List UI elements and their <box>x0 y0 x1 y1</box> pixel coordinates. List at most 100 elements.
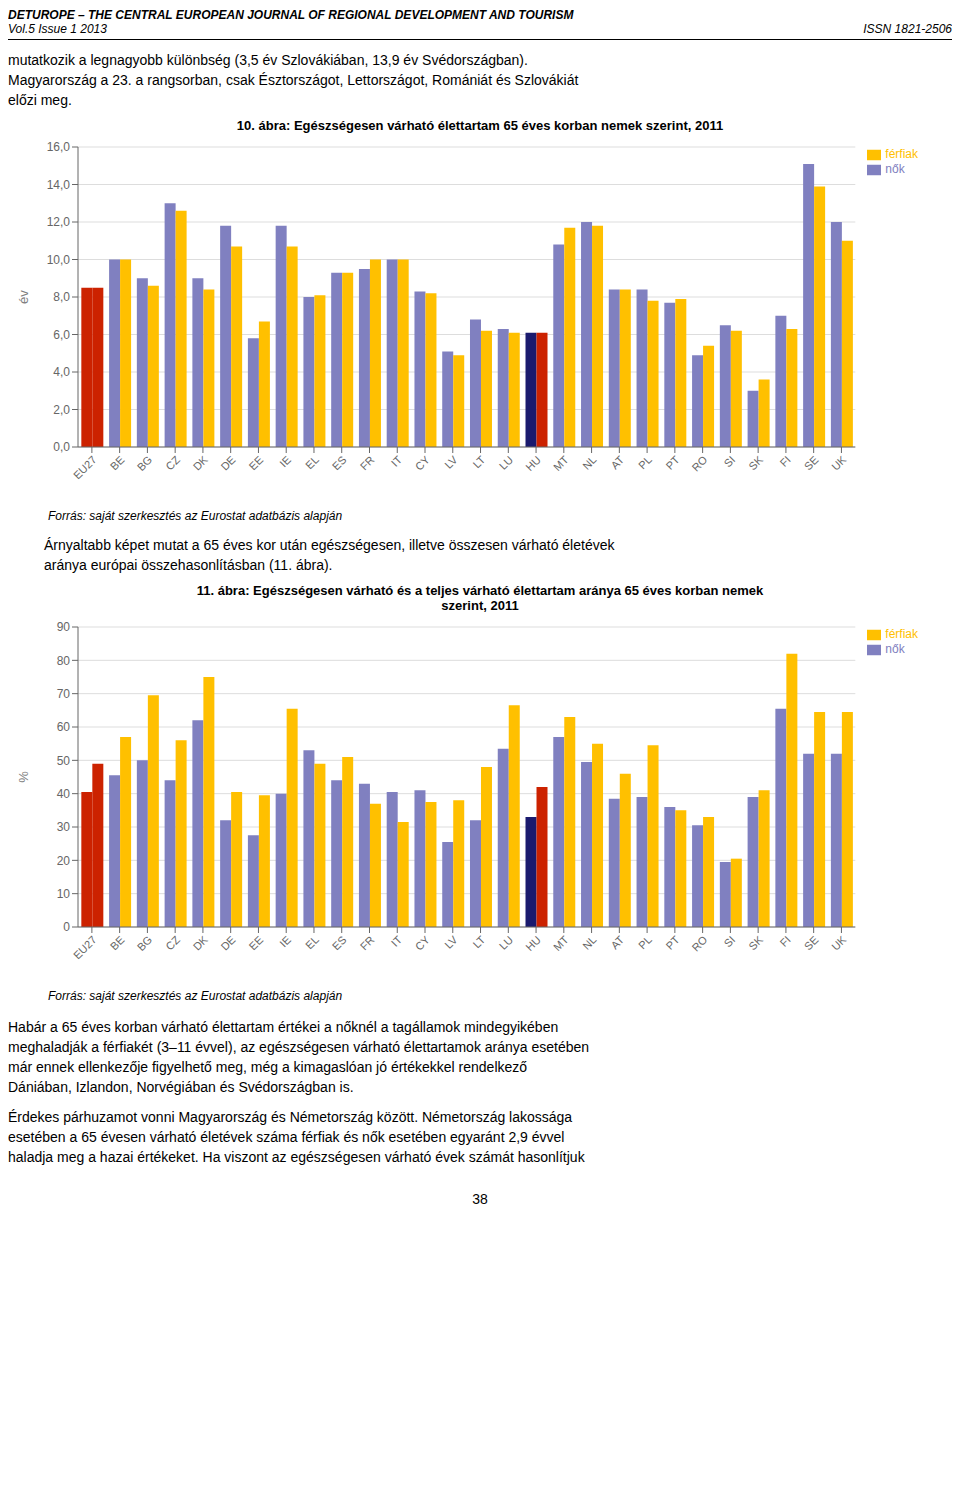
svg-text:PT: PT <box>663 453 682 472</box>
html-text:38: 38 <box>472 1191 488 1207</box>
svg-text:%: % <box>16 771 31 783</box>
svg-text:ES: ES <box>330 933 349 952</box>
svg-text:CZ: CZ <box>163 933 182 952</box>
html-text:férfiak: férfiak <box>885 147 918 161</box>
html-text:10. ábra: Egészségesen várható: 10. ábra: Egészségesen várható élettarta… <box>236 118 724 133</box>
svg-text:ES: ES <box>330 453 349 472</box>
svg-text:EL: EL <box>303 453 321 471</box>
svg-text:LV: LV <box>442 453 460 471</box>
svg-text:LT: LT <box>470 453 487 470</box>
svg-text:BE: BE <box>108 453 127 472</box>
svg-text:CY: CY <box>413 453 433 473</box>
html-text:Érdekes párhuzamot vonni Magya: Érdekes párhuzamot vonni Magyarország és… <box>8 1109 573 1125</box>
svg-text:CZ: CZ <box>163 453 182 472</box>
svg-text:HU: HU <box>523 933 543 953</box>
svg-text:RO: RO <box>689 453 709 473</box>
svg-text:IE: IE <box>277 453 293 469</box>
svg-text:PT: PT <box>663 933 682 952</box>
svg-text:40: 40 <box>57 787 71 801</box>
svg-text:SE: SE <box>802 453 821 472</box>
html-text:ISSN 1821-2506: ISSN 1821-2506 <box>863 22 952 36</box>
html-text:nők: nők <box>885 161 905 176</box>
html-text:aránya európai összehasonlítás: aránya európai összehasonlításban (11. á… <box>44 557 333 573</box>
html-text:Forrás: saját szerkesztés az E: Forrás: saját szerkesztés az Eurostat ad… <box>48 509 343 523</box>
html-text:haladja meg a hazai értékeket.: haladja meg a hazai értékeket. Ha viszon… <box>8 1149 585 1165</box>
html-text:meghaladják a férfiakét (3–11: meghaladják a férfiakét (3–11 évvel), az… <box>8 1039 590 1055</box>
svg-text:NL: NL <box>580 453 598 471</box>
svg-text:LU: LU <box>497 933 515 951</box>
svg-text:2,0: 2,0 <box>53 403 70 417</box>
svg-text:0: 0 <box>63 920 70 934</box>
svg-text:UK: UK <box>829 933 849 953</box>
svg-text:RO: RO <box>689 933 709 953</box>
svg-text:0,0: 0,0 <box>53 440 70 454</box>
svg-text:IT: IT <box>389 933 405 949</box>
svg-text:12,0: 12,0 <box>47 215 71 229</box>
svg-text:4,0: 4,0 <box>53 365 70 379</box>
svg-text:90: 90 <box>57 620 71 634</box>
svg-text:16,0: 16,0 <box>47 140 71 154</box>
svg-text:80: 80 <box>57 654 71 668</box>
svg-text:MT: MT <box>551 453 571 473</box>
svg-text:IT: IT <box>389 453 405 469</box>
svg-text:LV: LV <box>442 933 460 951</box>
svg-text:DE: DE <box>218 933 237 952</box>
svg-text:EL: EL <box>303 933 321 951</box>
html-text:esetében a 65 évesen várható é: esetében a 65 évesen várható életévek sz… <box>8 1129 565 1145</box>
svg-text:FI: FI <box>777 453 792 468</box>
html-text:előzi meg.: előzi meg. <box>8 92 72 108</box>
svg-text:AT: AT <box>608 933 626 951</box>
svg-text:30: 30 <box>57 820 71 834</box>
svg-text:LU: LU <box>497 453 515 471</box>
svg-text:EU27: EU27 <box>71 933 99 961</box>
html-text:DETUROPE – THE CENTRAL EUROPEA: DETUROPE – THE CENTRAL EUROPEAN JOURNAL … <box>8 8 574 22</box>
html-text:Habár a 65 éves korban várható: Habár a 65 éves korban várható élettarta… <box>8 1019 559 1035</box>
svg-text:60: 60 <box>57 720 71 734</box>
svg-text:SI: SI <box>721 453 737 469</box>
svg-text:EE: EE <box>247 933 266 952</box>
svg-text:BE: BE <box>108 933 127 952</box>
html-text:mutatkozik a legnagyobb különb: mutatkozik a legnagyobb különbség (3,5 é… <box>8 52 528 68</box>
html-text:11. ábra: Egészségesen várható: 11. ábra: Egészségesen várható és a telj… <box>196 583 764 613</box>
svg-text:50: 50 <box>57 754 71 768</box>
svg-text:IE: IE <box>277 933 293 949</box>
svg-text:PL: PL <box>636 933 654 951</box>
svg-text:SK: SK <box>746 933 765 952</box>
svg-text:év: év <box>16 290 31 304</box>
html-text:férfiak: férfiak <box>885 627 918 641</box>
svg-text:FR: FR <box>358 933 377 952</box>
svg-text:BG: BG <box>135 453 155 473</box>
svg-text:EE: EE <box>247 453 266 472</box>
svg-text:LT: LT <box>470 933 487 950</box>
svg-text:20: 20 <box>57 854 71 868</box>
html-text:Árnyaltabb képet mutat a 65 év: Árnyaltabb képet mutat a 65 éves kor utá… <box>44 537 615 553</box>
svg-text:UK: UK <box>829 453 849 473</box>
svg-text:6,0: 6,0 <box>53 328 70 342</box>
svg-text:SE: SE <box>802 933 821 952</box>
svg-text:10: 10 <box>57 887 71 901</box>
svg-text:BG: BG <box>135 933 155 953</box>
html-text:Magyarország a 23. a rangsorba: Magyarország a 23. a rangsorban, csak És… <box>8 72 579 88</box>
svg-text:MT: MT <box>551 933 571 953</box>
svg-text:HU: HU <box>523 453 543 473</box>
svg-text:DK: DK <box>191 453 211 473</box>
html-text:Vol.5 Issue 1 2013: Vol.5 Issue 1 2013 <box>8 22 107 36</box>
svg-text:EU27: EU27 <box>71 453 99 481</box>
svg-text:FR: FR <box>358 453 377 472</box>
svg-text:70: 70 <box>57 687 71 701</box>
svg-text:DE: DE <box>218 453 237 472</box>
svg-text:SK: SK <box>746 453 765 472</box>
svg-text:FI: FI <box>777 933 792 948</box>
svg-text:NL: NL <box>580 933 598 951</box>
html-text:már ennek ellenkezője figyelhe: már ennek ellenkezője figyelhető meg, mé… <box>8 1059 528 1075</box>
html-text:nők: nők <box>885 641 905 656</box>
svg-text:PL: PL <box>636 453 654 471</box>
html-text:Dániában, Izlandon, Norvégiába: Dániában, Izlandon, Norvégiában és Svédo… <box>8 1079 354 1095</box>
svg-text:SI: SI <box>721 933 737 949</box>
svg-text:8,0: 8,0 <box>53 290 70 304</box>
svg-text:CY: CY <box>413 933 433 953</box>
svg-text:10,0: 10,0 <box>47 253 71 267</box>
svg-text:14,0: 14,0 <box>47 178 71 192</box>
svg-text:DK: DK <box>191 933 211 953</box>
svg-text:AT: AT <box>608 453 626 471</box>
